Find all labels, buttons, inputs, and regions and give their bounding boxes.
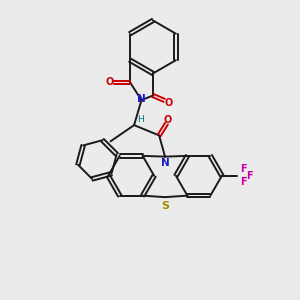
Text: S: S bbox=[161, 201, 169, 211]
Text: O: O bbox=[164, 98, 172, 108]
Text: N: N bbox=[161, 158, 170, 168]
Text: F: F bbox=[246, 171, 253, 181]
Text: O: O bbox=[164, 115, 172, 124]
Text: H: H bbox=[137, 115, 144, 124]
Text: F: F bbox=[241, 164, 247, 174]
Text: N: N bbox=[137, 94, 146, 104]
Text: O: O bbox=[106, 77, 114, 87]
Text: F: F bbox=[241, 177, 247, 187]
